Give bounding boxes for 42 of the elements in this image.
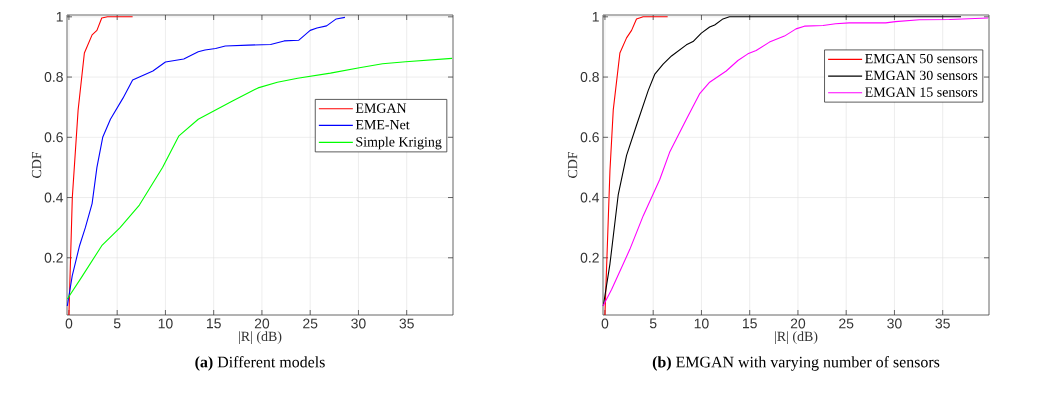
- y-tick-label: 0.6: [44, 132, 63, 143]
- y-tick-label: 0.8: [580, 72, 599, 82]
- legend-label: EMGAN 15 sensors: [865, 87, 978, 97]
- x-tick-label: 30: [887, 318, 902, 329]
- y-tick-label: 1: [592, 12, 599, 22]
- x-tick-label: 5: [649, 318, 657, 329]
- legend-label: Simple Kriging: [356, 136, 442, 150]
- y-tick-label: 1: [56, 12, 63, 22]
- x-tick-label: 5: [113, 318, 121, 329]
- line-series: [66, 57, 453, 300]
- y-tick-label: 0.2: [580, 252, 599, 263]
- x-tick-label: 15: [206, 318, 221, 329]
- line-series: [68, 16, 134, 316]
- x-tick-label: 20: [254, 318, 270, 329]
- y-tick-label: 0.4: [44, 192, 64, 203]
- y-axis-title: CDF: [31, 151, 42, 178]
- x-tick-label: 20: [790, 318, 806, 329]
- legend-label: EMGAN 50 sensors: [865, 53, 978, 64]
- x-tick-label: 0: [65, 318, 73, 329]
- y-tick-label: 0.4: [580, 192, 600, 203]
- x-tick-label: 15: [743, 318, 757, 329]
- y-tick-label: 0.2: [44, 252, 63, 263]
- legend-label: EMGAN: [355, 103, 407, 113]
- y-axis-title: CDF: [567, 151, 578, 178]
- x-axis-title: |R| (dB): [775, 331, 818, 344]
- legend-label: EMGAN 30 sensors: [865, 70, 978, 81]
- text: (b) EMGAN with varying number of sensors: [652, 356, 940, 371]
- line-series: [604, 16, 669, 316]
- x-tick-label: 25: [303, 318, 318, 329]
- text: (a) Different models: [195, 356, 325, 371]
- x-tick-label: 0: [601, 318, 609, 329]
- y-tick-label: 0.6: [580, 132, 599, 143]
- x-axis-title: |R| (dB): [239, 331, 282, 344]
- x-tick-label: 35: [399, 318, 414, 329]
- x-tick-label: 25: [839, 318, 854, 329]
- x-tick-label: 30: [351, 318, 366, 329]
- line-series: [66, 16, 346, 307]
- x-tick-label: 10: [158, 318, 173, 329]
- x-tick-label: 10: [694, 318, 709, 329]
- legend-label: EME-Net: [355, 120, 410, 130]
- x-tick-label: 35: [935, 318, 950, 329]
- y-tick-label: 0.8: [44, 72, 63, 82]
